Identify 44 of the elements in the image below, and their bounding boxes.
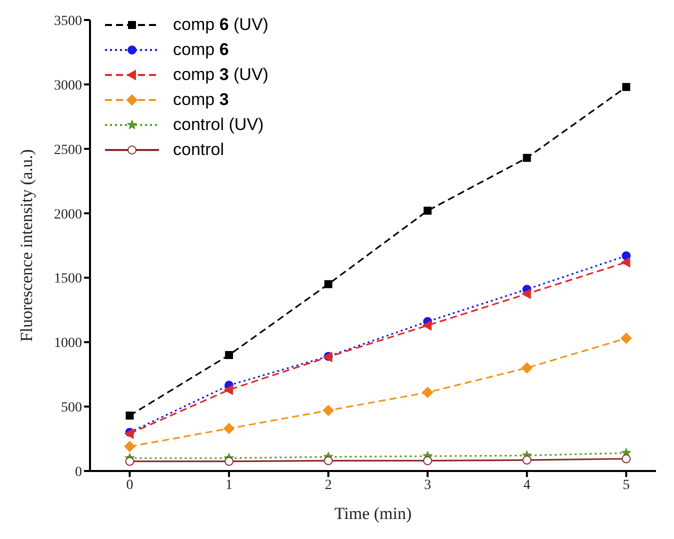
- y-tick-label: 3000: [54, 78, 82, 94]
- x-tick-label: 2: [324, 478, 332, 493]
- x-tick-label: 4: [523, 478, 530, 493]
- point: [522, 154, 531, 162]
- point: [522, 456, 532, 465]
- point: [224, 456, 234, 466]
- legend-label: comp 3 (UV): [173, 64, 268, 84]
- point: [621, 257, 630, 268]
- legend-label: control: [173, 140, 224, 158]
- y-axis-title: Fluorescence intensity (a.u.): [17, 149, 36, 342]
- y-tick-label: 0: [75, 464, 82, 480]
- point: [125, 456, 134, 466]
- point: [424, 206, 432, 215]
- point: [324, 280, 332, 288]
- legend-label: comp 3: [173, 90, 229, 108]
- point: [224, 384, 234, 395]
- point: [126, 412, 134, 420]
- point: [522, 288, 531, 299]
- point: [622, 83, 630, 92]
- point: [423, 456, 432, 466]
- point: [422, 320, 432, 330]
- x-tick-label: 1: [226, 478, 233, 493]
- y-tick-label: 500: [61, 400, 82, 416]
- legend-label: comp 6 (UV): [173, 14, 268, 34]
- point: [422, 386, 434, 398]
- point: [322, 404, 334, 416]
- point: [225, 351, 234, 360]
- y-tick-label: 1000: [54, 336, 82, 352]
- y-tick-label: 3500: [54, 14, 82, 29]
- y-tick-label: 2000: [54, 207, 82, 222]
- legend-label: control (UV): [173, 114, 264, 134]
- x-axis-title: Time (min): [334, 504, 412, 523]
- x-tick-label: 3: [424, 478, 432, 493]
- x-tick-label: 5: [622, 478, 630, 493]
- point: [224, 422, 235, 434]
- y-tick-label: 1500: [54, 272, 82, 287]
- point: [521, 362, 532, 374]
- legend-label: comp 6: [173, 40, 229, 58]
- y-tick-label: 2500: [54, 142, 82, 158]
- x-tick-label: 0: [126, 478, 134, 493]
- point: [324, 456, 333, 466]
- point: [620, 332, 632, 344]
- point: [622, 454, 631, 464]
- point: [124, 441, 136, 452]
